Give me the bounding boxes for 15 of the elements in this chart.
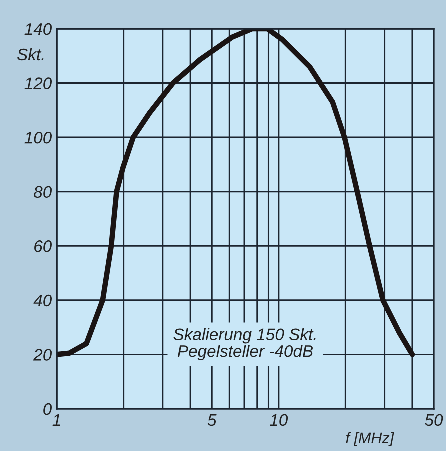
y-tick-label: 140 [24,23,52,36]
annotation: Skalierung 150 Skt. Pegelsteller -40dB [174,328,316,361]
x-tick-label: 5 [208,414,217,426]
y-tick-label: 120 [24,78,52,90]
x-tick-label: 10 [270,414,288,426]
y-tick-label: 60 [34,240,52,252]
y-tick-label: 80 [34,186,52,198]
x-tick-label: 50 [425,414,444,426]
y-tick-label: 0 [44,403,52,416]
x-tick-label: 1 [52,414,60,426]
y-tick-label: 20 [34,349,52,361]
x-axis-title: f [MHz] [346,432,394,447]
y-tick-label: 100 [24,132,52,144]
y-axis-title: Skt. [17,48,44,61]
y-tick-label: 40 [34,294,52,307]
